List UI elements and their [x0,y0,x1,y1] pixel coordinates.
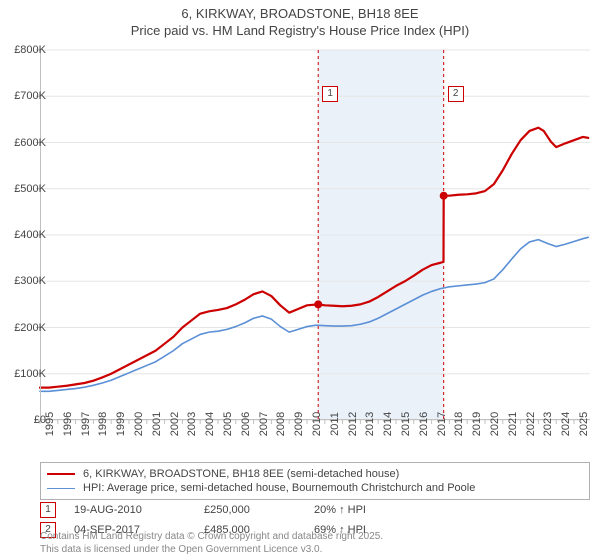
xtick-label: 1999 [115,412,127,436]
xtick-label: 1995 [44,412,56,436]
legend-swatch-1 [47,488,75,489]
xtick-label: 2005 [222,412,234,436]
ytick-label: £600K [14,137,46,149]
sale-delta-0: 20% ↑ HPI [314,504,366,516]
xtick-label: 2007 [258,412,270,436]
ytick-label: £500K [14,183,46,195]
chart-title: 6, KIRKWAY, BROADSTONE, BH18 8EE Price p… [0,6,600,38]
xtick-label: 2008 [275,412,287,436]
legend-label-0: 6, KIRKWAY, BROADSTONE, BH18 8EE (semi-d… [83,468,399,480]
legend-label-1: HPI: Average price, semi-detached house,… [83,482,475,494]
legend-item-1: HPI: Average price, semi-detached house,… [47,481,583,495]
xtick-label: 2012 [347,412,359,436]
xtick-label: 2011 [329,412,341,436]
ytick-label: £200K [14,322,46,334]
chart-container: 6, KIRKWAY, BROADSTONE, BH18 8EE Price p… [0,0,600,560]
xtick-label: 2017 [436,412,448,436]
xtick-label: 2002 [169,412,181,436]
title-line2: Price paid vs. HM Land Registry's House … [0,23,600,38]
xtick-label: 2022 [525,412,537,436]
xtick-label: 2013 [364,412,376,436]
ytick-label: £800K [14,44,46,56]
plot-area: 12 [40,50,590,420]
xtick-label: 2006 [240,412,252,436]
sale-badge-0: 1 [40,502,56,518]
legend: 6, KIRKWAY, BROADSTONE, BH18 8EE (semi-d… [40,462,590,500]
xtick-label: 2023 [542,412,554,436]
xtick-label: 2024 [560,412,572,436]
sale-row-0: 1 19-AUG-2010 £250,000 20% ↑ HPI [40,502,590,518]
xtick-label: 2015 [400,412,412,436]
ytick-label: £700K [14,90,46,102]
xtick-label: 2016 [418,412,430,436]
xtick-label: 2003 [186,412,198,436]
plot-marker-badge: 2 [448,86,464,102]
xtick-label: 1996 [62,412,74,436]
xtick-label: 2010 [311,412,323,436]
xtick-label: 2009 [293,412,305,436]
ytick-label: £400K [14,229,46,241]
xtick-label: 2014 [382,412,394,436]
xtick-label: 2019 [471,412,483,436]
attribution-line2: This data is licensed under the Open Gov… [40,544,383,557]
sale-date-0: 19-AUG-2010 [74,504,204,516]
plot-marker-badge: 1 [322,86,338,102]
xtick-label: 2018 [453,412,465,436]
xtick-label: 1998 [97,412,109,436]
legend-swatch-0 [47,473,75,475]
xtick-label: 2021 [507,412,519,436]
xtick-label: 1997 [80,412,92,436]
xtick-label: 2020 [489,412,501,436]
ytick-label: £100K [14,368,46,380]
xtick-label: 2001 [151,412,163,436]
plot-border [40,50,590,420]
ytick-label: £300K [14,275,46,287]
attribution-line1: Contains HM Land Registry data © Crown c… [40,531,383,544]
xtick-label: 2004 [204,412,216,436]
xtick-label: 2000 [133,412,145,436]
xtick-label: 2025 [578,412,590,436]
sale-price-0: £250,000 [204,504,314,516]
legend-item-0: 6, KIRKWAY, BROADSTONE, BH18 8EE (semi-d… [47,467,583,481]
attribution: Contains HM Land Registry data © Crown c… [40,531,383,556]
title-line1: 6, KIRKWAY, BROADSTONE, BH18 8EE [0,6,600,21]
